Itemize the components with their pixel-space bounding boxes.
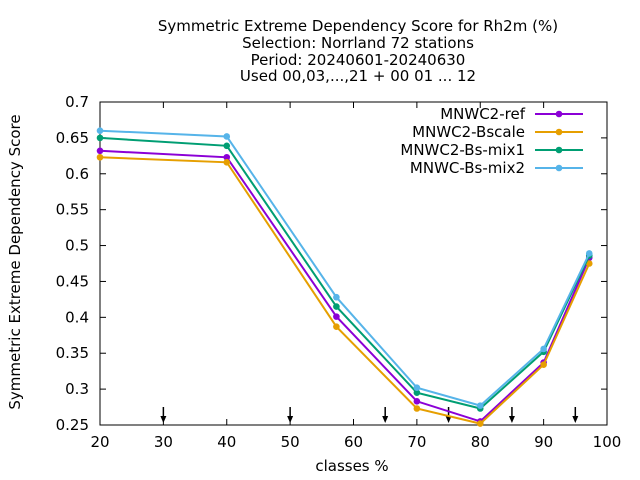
- x-tick-label: 90: [534, 433, 553, 451]
- data-point: [333, 323, 340, 330]
- y-tick-label: 0.7: [65, 93, 89, 111]
- y-axis-label: Symmetric Extreme Dependency Score: [6, 114, 24, 409]
- legend-marker: [555, 110, 563, 118]
- data-point: [333, 313, 340, 320]
- y-tick-label: 0.55: [56, 201, 89, 219]
- arrow-marker-head: [160, 416, 167, 423]
- title-line-2: Selection: Norrland 72 stations: [242, 34, 474, 52]
- title-line-1: Symmetric Extreme Dependency Score for R…: [158, 17, 558, 35]
- legend-label: MNWC2-ref: [440, 105, 525, 123]
- title-line-4: Used 00,03,...,21 + 00 01 ... 12: [240, 67, 476, 85]
- data-point: [223, 142, 231, 150]
- x-tick-label: 100: [593, 433, 622, 451]
- data-point: [223, 158, 231, 166]
- arrow-marker-head: [287, 416, 294, 423]
- legend-marker: [555, 146, 563, 154]
- data-point: [96, 147, 104, 155]
- x-tick-label: 50: [281, 433, 300, 451]
- chart-title: Symmetric Extreme Dependency Score for R…: [158, 17, 558, 85]
- data-point: [585, 260, 593, 267]
- data-point: [540, 345, 547, 353]
- y-tick-label: 0.65: [56, 129, 89, 147]
- data-point: [476, 420, 484, 427]
- data-point: [333, 303, 340, 310]
- y-tick-label: 0.3: [65, 380, 89, 398]
- legend-marker: [555, 128, 563, 136]
- x-tick-label: 60: [344, 433, 363, 451]
- data-point: [413, 389, 421, 397]
- y-tick-label: 0.4: [65, 308, 89, 326]
- y-tick-label: 0.35: [56, 344, 89, 362]
- series-line: [99, 136, 591, 410]
- data-point: [476, 402, 484, 409]
- x-tick-label: 80: [471, 433, 490, 451]
- arrow-marker-head: [382, 416, 389, 423]
- y-tick-label: 0.5: [65, 237, 89, 255]
- data-point: [96, 127, 104, 135]
- data-point: [540, 361, 547, 369]
- series-line: [99, 156, 591, 425]
- series-line: [99, 149, 591, 423]
- legend-marker: [555, 164, 563, 172]
- data-point: [585, 250, 593, 257]
- data-point: [96, 134, 104, 142]
- data-point: [223, 153, 231, 161]
- title-line-3: Period: 20240601-20240630: [251, 51, 466, 69]
- legend-label: MNWC2-Bscale: [412, 123, 525, 141]
- data-point: [223, 133, 231, 140]
- legend-label: MNWC2-Bs-mix1: [400, 141, 525, 159]
- data-point: [333, 293, 340, 301]
- x-tick-label: 30: [154, 433, 173, 451]
- x-tick-label: 40: [217, 433, 236, 451]
- series: [96, 127, 593, 427]
- data-point: [413, 384, 421, 391]
- ticks: 20 30 40 50 60 70 80 90 100 0.25 0.3 0.35 0.4 0.45 0.5…: [56, 93, 622, 451]
- legend: MNWC2-refMNWC2-BscaleMNWC2-Bs-mix1MNWC-B…: [400, 105, 583, 177]
- x-axis-label: classes %: [315, 457, 388, 475]
- data-point: [96, 153, 104, 161]
- arrow-markers: [160, 407, 579, 423]
- x-tick-label: 70: [407, 433, 426, 451]
- y-tick-label: 0.6: [65, 165, 89, 183]
- arrow-marker-head: [445, 416, 452, 423]
- legend-label: MNWC-Bs-mix2: [410, 159, 525, 177]
- data-point: [413, 405, 421, 412]
- x-tick-label: 20: [90, 433, 109, 451]
- arrow-marker-head: [508, 416, 515, 423]
- y-tick-label: 0.25: [56, 416, 89, 434]
- arrow-marker-head: [572, 416, 579, 423]
- data-point: [413, 398, 421, 405]
- y-tick-label: 0.45: [56, 272, 89, 290]
